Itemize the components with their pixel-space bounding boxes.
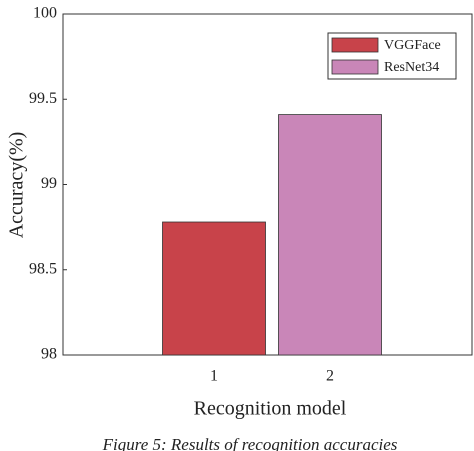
caption: Figure 5: Results of recognition accurac… <box>102 435 398 451</box>
legend-swatch <box>331 59 379 75</box>
bar <box>162 221 266 356</box>
y-tick-label: 100 <box>33 5 57 22</box>
y-tick-label: 99.5 <box>29 90 57 107</box>
x-axis-label: Recognition model <box>194 398 347 420</box>
legend-swatch <box>331 37 379 53</box>
x-tick-label: 1 <box>210 368 218 385</box>
y-axis-label: Accuracy(%) <box>6 132 28 239</box>
legend-label: ResNet34 <box>384 60 439 75</box>
legend-label: VGGFace <box>384 38 441 53</box>
x-tick-label: 2 <box>326 368 334 385</box>
bar <box>278 114 382 356</box>
y-tick-label: 98.5 <box>29 260 57 277</box>
y-tick-label: 99 <box>41 175 57 192</box>
y-tick-label: 98 <box>41 346 57 363</box>
